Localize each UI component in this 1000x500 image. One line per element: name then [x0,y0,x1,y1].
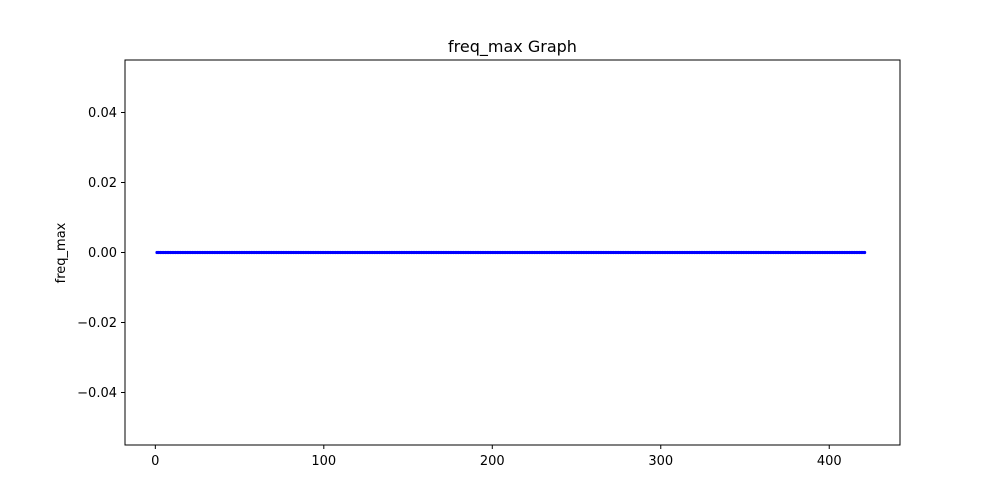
y-tick-label: 0.02 [88,176,117,191]
x-tick-label: 300 [648,454,673,469]
y-tick-label: −0.04 [77,386,117,401]
y-tick-label: 0.04 [88,106,117,121]
x-tick-label: 100 [311,454,336,469]
x-tick-label: 0 [151,454,159,469]
y-tick-label: −0.02 [77,316,117,331]
x-tick-label: 400 [817,454,842,469]
y-tick-label: 0.00 [88,246,117,261]
chart-title: freq_max Graph [448,37,577,57]
x-tick-label: 200 [480,454,505,469]
data-point [863,250,867,255]
y-axis-label: freq_max [54,222,69,283]
